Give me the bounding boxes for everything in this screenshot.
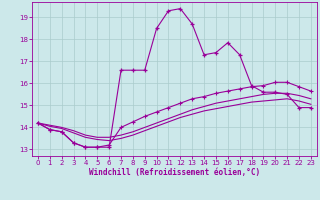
- X-axis label: Windchill (Refroidissement éolien,°C): Windchill (Refroidissement éolien,°C): [89, 168, 260, 177]
